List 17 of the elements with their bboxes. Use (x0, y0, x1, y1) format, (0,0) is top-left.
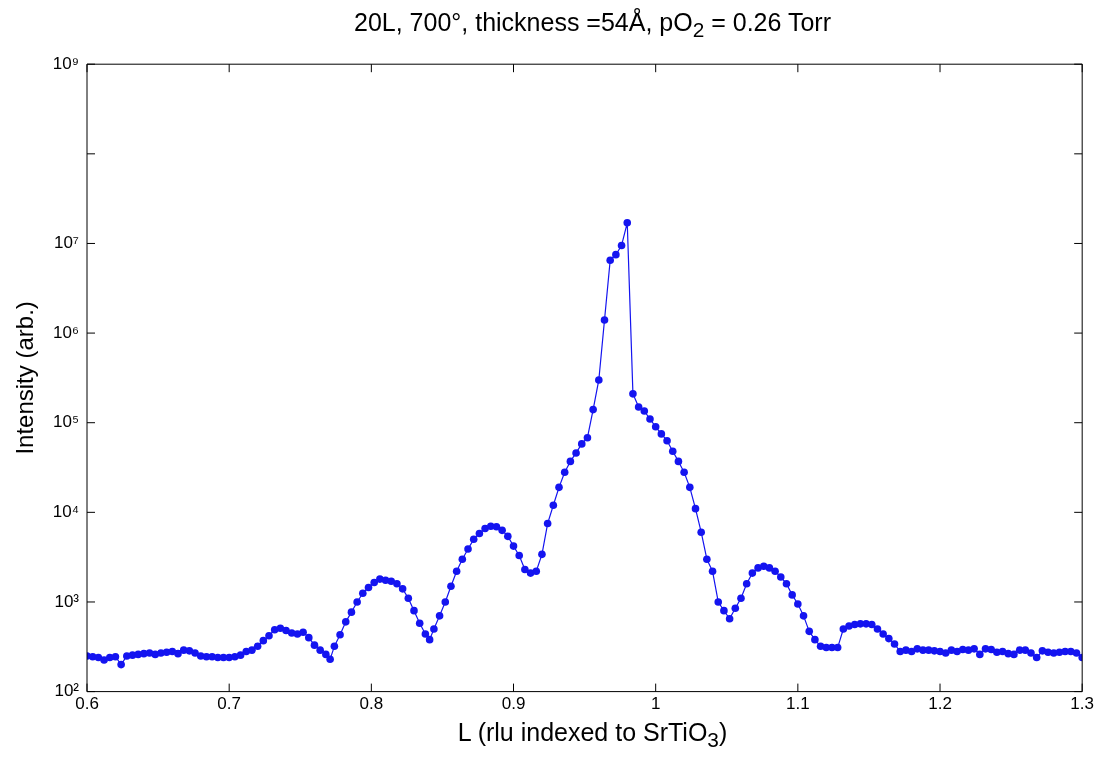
x-tick-label: 1 (650, 694, 661, 714)
y-tick-label: 10³ (54, 591, 80, 611)
chart-title: 20L, 700°, thickness =54Å, pO$_{2}$ = 0.26 Torr (353, 8, 832, 43)
y-axis-title: Intensity (arb.) (11, 301, 39, 455)
y-tick-label: 10⁶ (53, 322, 80, 342)
x-tick-label: 0.8 (359, 694, 384, 714)
y-tick-label: 10⁹ (52, 53, 80, 73)
x-axis-title: L (rlu indexed to SrTiO$_{3}$) (456, 718, 729, 752)
x-tick-label: 0.6 (75, 694, 99, 714)
x-tick-label: 0.7 (217, 694, 241, 714)
y-tick-label: 10⁵ (53, 412, 80, 432)
x-tick-label: 1.3 (1070, 694, 1094, 714)
x-tick-label: 0.9 (501, 694, 526, 714)
y-tick-label: 10⁴ (52, 502, 80, 522)
x-tick-label: 1.1 (786, 694, 810, 714)
x-tick-label: 1.2 (928, 694, 952, 714)
y-tick-label: 10⁷ (53, 233, 80, 253)
